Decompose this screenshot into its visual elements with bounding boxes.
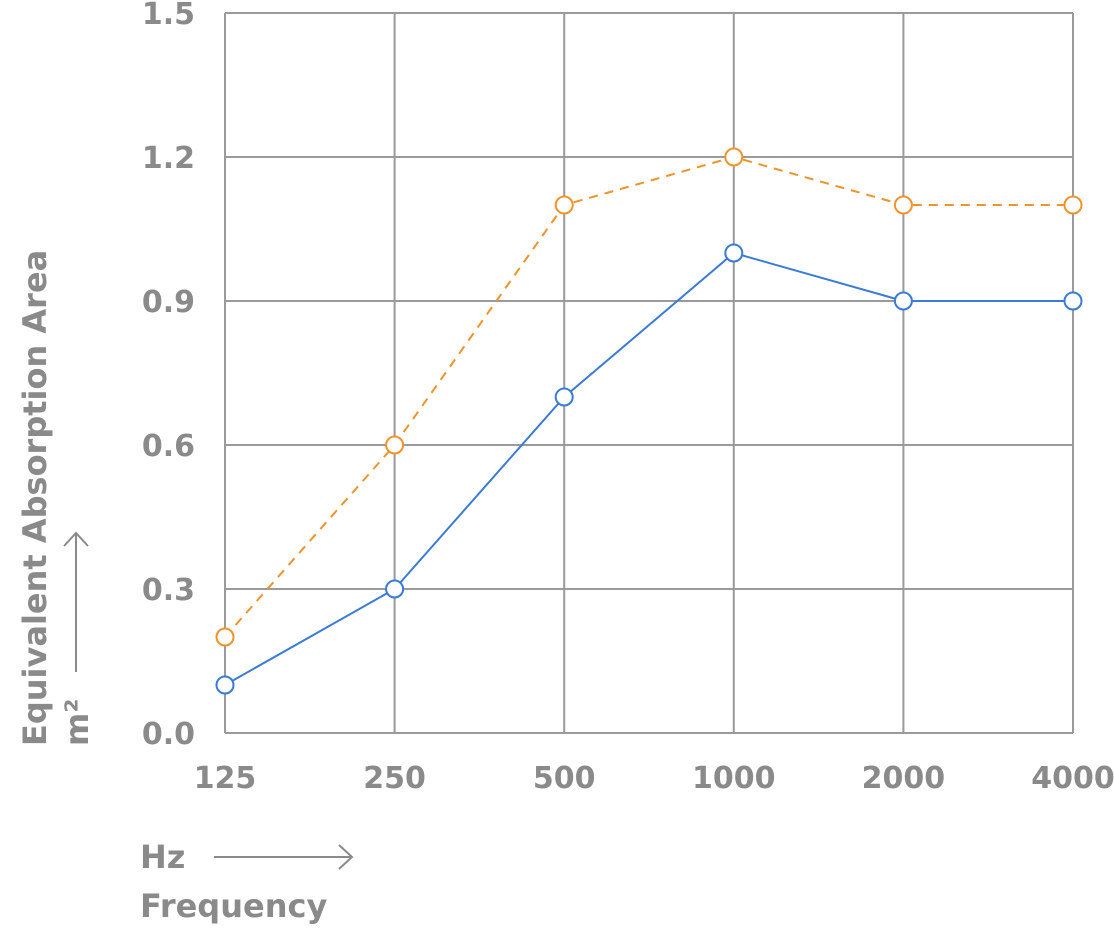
data-point xyxy=(1063,291,1083,311)
y-tick-label: 0.9 xyxy=(142,285,195,320)
x-axis-label: Frequency xyxy=(140,887,327,925)
y-axis-unit: m² xyxy=(58,699,96,746)
series-2 xyxy=(215,147,1083,647)
x-tick-label: 1000 xyxy=(692,761,776,796)
x-axis-unit: Hz xyxy=(140,838,185,876)
series-line xyxy=(224,155,1073,638)
series-1 xyxy=(215,243,1083,695)
x-tick-label: 4000 xyxy=(1031,761,1114,796)
y-tick-label: 0.0 xyxy=(142,717,195,752)
x-tick-label: 500 xyxy=(533,761,596,796)
y-axis-label: Equivalent Absorption Area xyxy=(16,250,54,746)
data-point xyxy=(554,387,574,407)
data-point xyxy=(893,195,913,215)
data-point xyxy=(554,195,574,215)
x-tick-labels: 125 250 500 1000 2000 4000 xyxy=(194,761,1114,796)
y-tick-label: 1.5 xyxy=(142,0,195,32)
data-point xyxy=(724,147,744,167)
grid xyxy=(224,12,1074,734)
data-point xyxy=(1063,195,1083,215)
y-axis-arrow-icon xyxy=(63,531,89,672)
series xyxy=(215,147,1083,695)
x-axis-arrow-icon xyxy=(214,844,354,870)
x-tick-label: 125 xyxy=(194,761,257,796)
data-point xyxy=(215,627,235,647)
x-tick-label: 2000 xyxy=(862,761,946,796)
x-tick-label: 250 xyxy=(363,761,426,796)
series-line xyxy=(224,251,1073,686)
data-point xyxy=(724,243,744,263)
data-point xyxy=(893,291,913,311)
y-tick-label: 0.6 xyxy=(142,429,195,464)
y-tick-labels: 0.0 0.3 0.6 0.9 1.2 1.5 xyxy=(142,0,195,752)
data-point xyxy=(215,675,235,695)
y-tick-label: 1.2 xyxy=(142,141,195,176)
data-point xyxy=(385,579,405,599)
data-point xyxy=(385,435,405,455)
y-tick-label: 0.3 xyxy=(142,573,195,608)
